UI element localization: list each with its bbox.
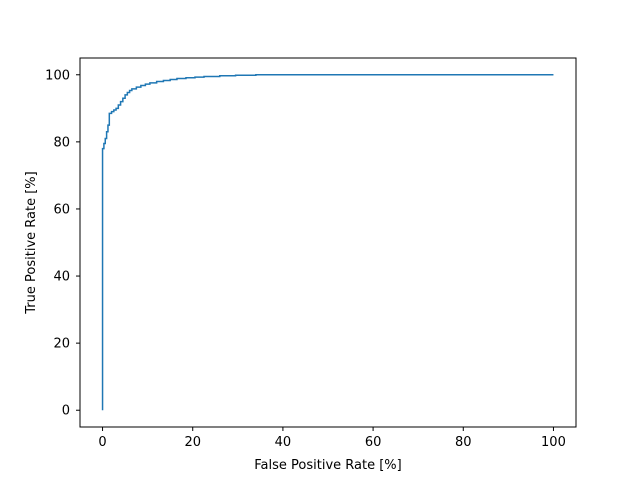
y-tick-label: 0 — [62, 404, 70, 419]
x-tick-label: 80 — [455, 435, 472, 450]
x-tick-label: 0 — [98, 435, 106, 450]
y-axis-label: True Positive Rate [%] — [24, 171, 39, 314]
x-tick-label: 40 — [275, 435, 292, 450]
x-tick-label: 100 — [541, 435, 566, 450]
y-tick-label: 60 — [53, 202, 70, 217]
x-tick-label: 60 — [365, 435, 382, 450]
x-axis-label: False Positive Rate [%] — [254, 458, 401, 473]
plot-area — [101, 74, 554, 411]
roc-curve-line — [101, 74, 554, 411]
y-axis: 0 20 40 60 80 100 — [45, 68, 80, 419]
x-tick-label: 20 — [184, 435, 201, 450]
y-tick-label: 20 — [53, 337, 70, 352]
y-tick-label: 40 — [53, 270, 70, 285]
y-tick-label: 100 — [45, 68, 70, 83]
x-axis: 0 20 40 60 80 100 — [98, 427, 566, 450]
axes-frame — [79, 57, 577, 428]
y-tick-label: 80 — [53, 135, 70, 150]
